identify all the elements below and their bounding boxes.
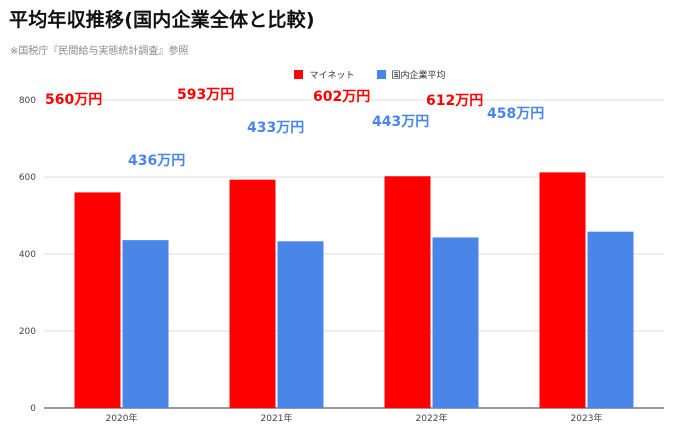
- y-tick-label: 0: [30, 404, 36, 414]
- bar-series-b: [122, 240, 169, 408]
- legend-label-series-b: 国内企業平均: [391, 71, 446, 81]
- y-tick-label: 200: [19, 327, 36, 337]
- bar-series-b: [277, 241, 324, 408]
- bar-series-a: [229, 179, 276, 408]
- bar-series-a: [539, 172, 586, 408]
- bar-series-b: [432, 237, 479, 408]
- bar-series-b: [587, 231, 634, 408]
- data-label-series-b: 458万円: [487, 106, 544, 122]
- legend-label-series-a: マイネット: [309, 71, 355, 81]
- data-label-series-a: 612万円: [426, 93, 483, 109]
- data-label-series-b: 443万円: [372, 114, 429, 130]
- data-label-series-b: 433万円: [247, 120, 304, 136]
- x-tick-label: 2022年: [416, 412, 448, 424]
- legend-swatch-series-a: [294, 70, 304, 79]
- data-label-series-b: 436万円: [128, 153, 185, 169]
- bar-series-a: [384, 176, 431, 408]
- x-tick-label: 2021年: [261, 412, 293, 424]
- data-label-series-a: 602万円: [313, 89, 370, 105]
- data-label-series-a: 560万円: [45, 92, 102, 108]
- legend-item-series-a: マイネット: [294, 68, 355, 81]
- legend-swatch-series-b: [376, 70, 386, 79]
- data-label-series-a: 593万円: [177, 87, 234, 103]
- y-tick-label: 800: [19, 96, 36, 106]
- x-tick-label: 2023年: [571, 412, 603, 424]
- legend-item-series-b: 国内企業平均: [376, 68, 446, 81]
- x-tick-label: 2020年: [106, 412, 138, 424]
- bar-series-a: [74, 192, 121, 408]
- y-tick-label: 400: [19, 250, 36, 260]
- chart-source-note: ※国税庁『民間給与実態統計調査』参照: [10, 46, 189, 57]
- legend: マイネット 国内企業平均: [0, 68, 700, 81]
- y-tick-label: 600: [19, 173, 36, 183]
- chart-title: 平均年収推移(国内企業全体と比較): [9, 9, 315, 31]
